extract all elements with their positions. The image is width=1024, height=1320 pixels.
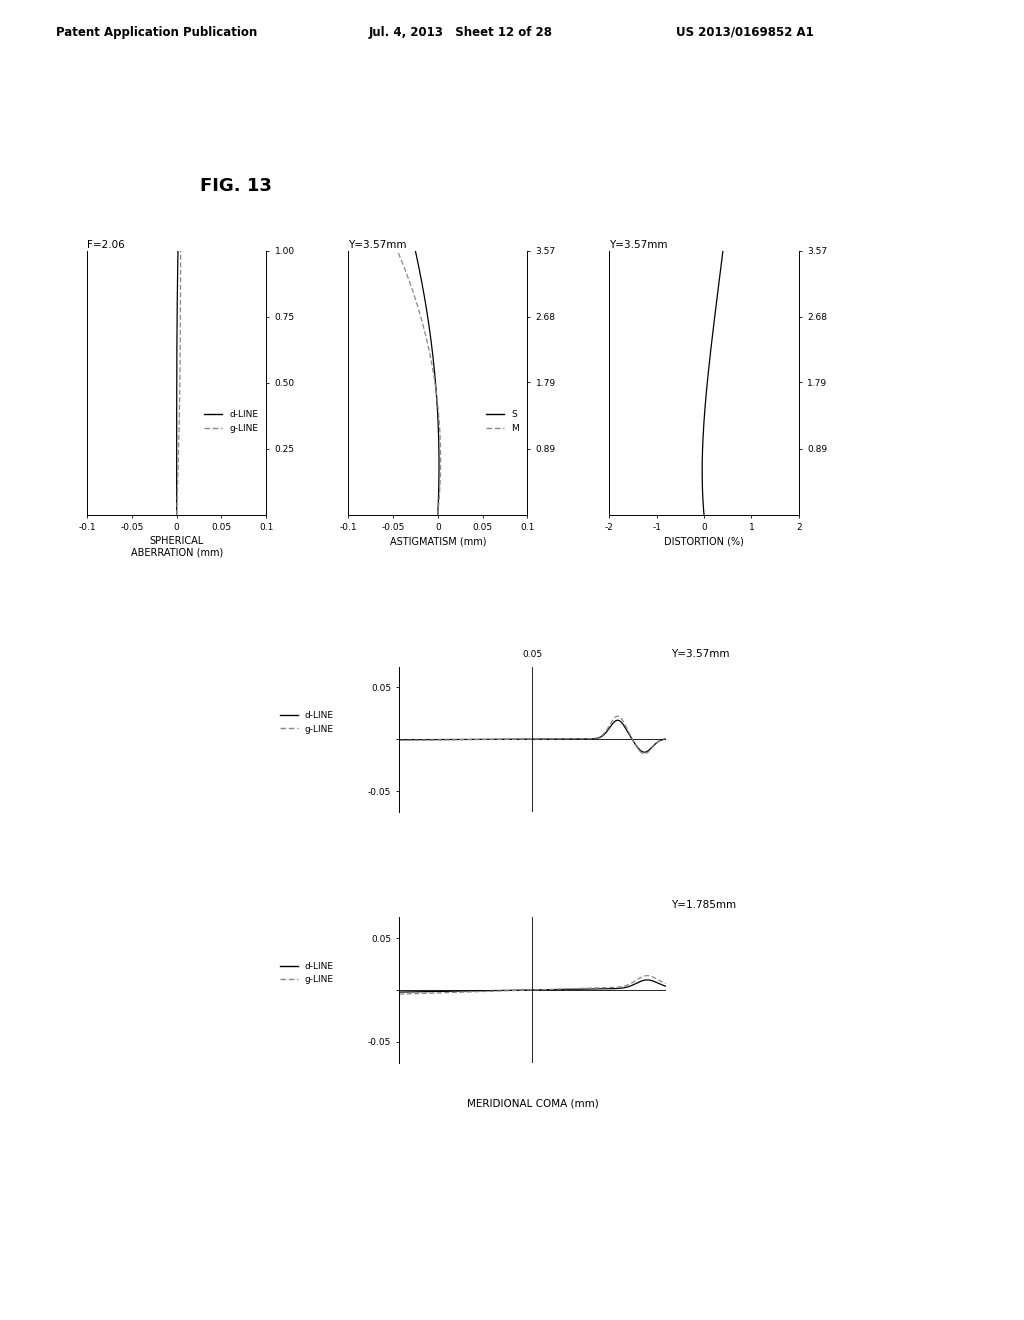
Legend: d-LINE, g-LINE: d-LINE, g-LINE [201,407,262,437]
X-axis label: DISTORTION (%): DISTORTION (%) [664,536,744,546]
Text: Y=1.785mm: Y=1.785mm [671,900,736,911]
X-axis label: SPHERICAL
ABERRATION (mm): SPHERICAL ABERRATION (mm) [130,536,223,558]
Legend: d-LINE, g-LINE: d-LINE, g-LINE [276,708,338,737]
Text: F=2.06: F=2.06 [87,240,125,249]
X-axis label: ASTIGMATISM (mm): ASTIGMATISM (mm) [389,536,486,546]
Legend: d-LINE, g-LINE: d-LINE, g-LINE [276,958,338,987]
Text: Y=3.57mm: Y=3.57mm [348,240,407,249]
Text: FIG. 13: FIG. 13 [200,177,271,195]
Text: Patent Application Publication: Patent Application Publication [56,25,258,38]
Text: US 2013/0169852 A1: US 2013/0169852 A1 [676,25,814,38]
Legend: S, M: S, M [482,407,523,437]
Text: Jul. 4, 2013   Sheet 12 of 28: Jul. 4, 2013 Sheet 12 of 28 [369,25,553,38]
Text: 0.05: 0.05 [522,651,543,660]
Text: Y=3.57mm: Y=3.57mm [609,240,668,249]
Text: Y=3.57mm: Y=3.57mm [671,649,729,660]
Text: MERIDIONAL COMA (mm): MERIDIONAL COMA (mm) [467,1098,598,1109]
